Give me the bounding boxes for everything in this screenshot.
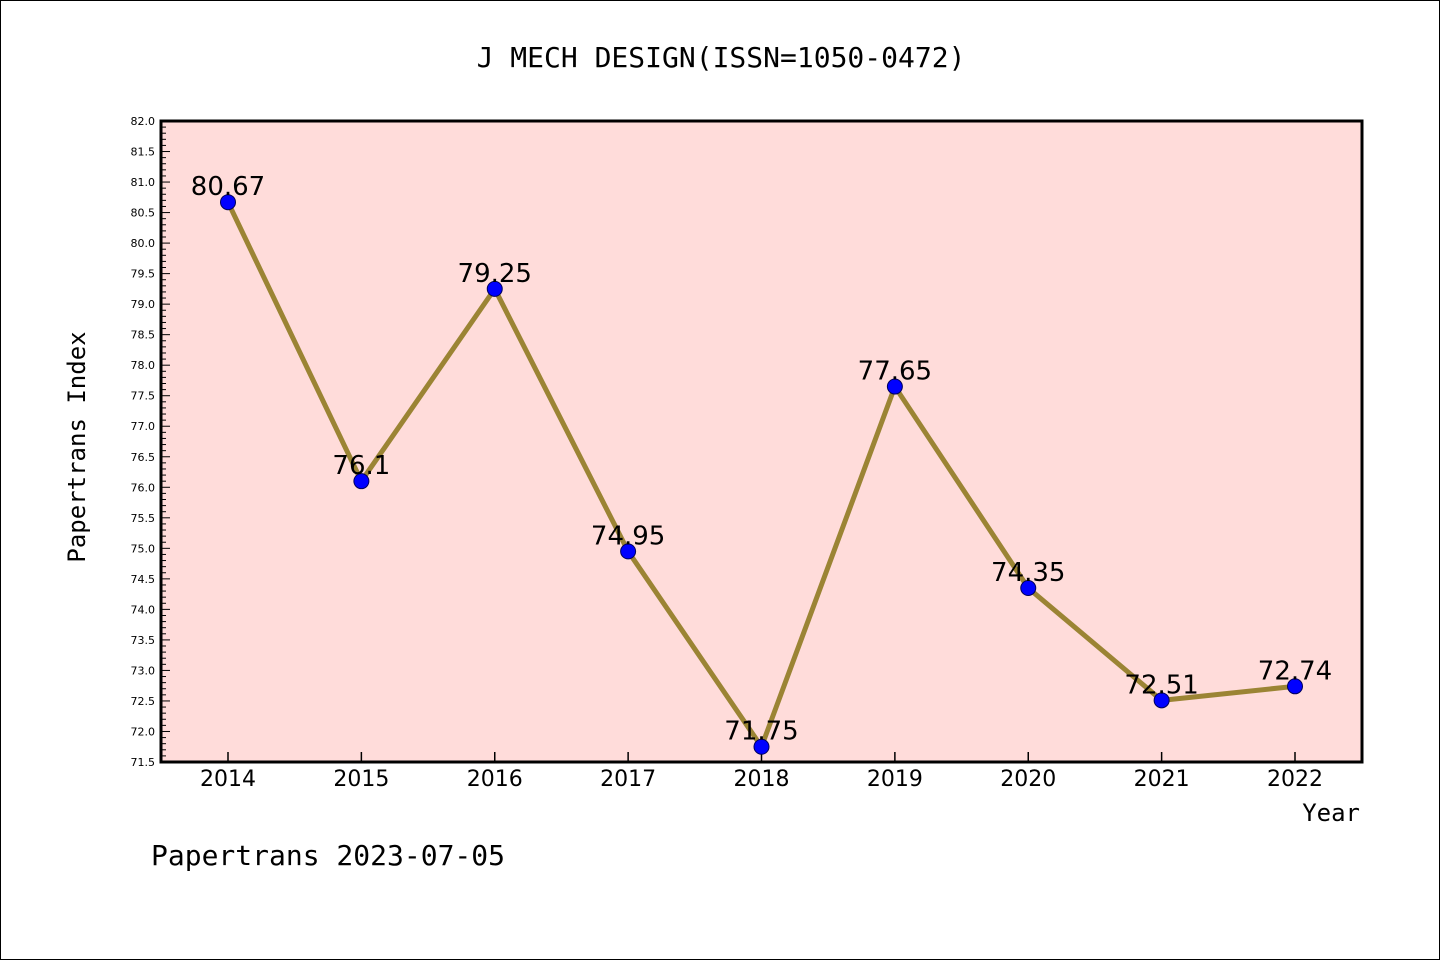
- x-tick-label: 2014: [200, 767, 256, 792]
- y-tick-label: 79.0: [131, 298, 156, 311]
- y-tick-label: 76.0: [131, 481, 156, 494]
- y-tick-label: 75.0: [131, 542, 156, 555]
- y-tick-label: 73.5: [131, 634, 156, 647]
- footer-date-stamp: Papertrans 2023-07-05: [151, 839, 505, 872]
- x-tick-label: 2021: [1134, 767, 1190, 792]
- data-label-2020: 74.35: [991, 558, 1065, 588]
- x-axis-label: Year: [1302, 799, 1360, 827]
- plot-area: [161, 121, 1362, 762]
- y-tick-label: 81.0: [131, 176, 156, 189]
- data-point-2022: [1287, 678, 1303, 695]
- x-axis: 2014 2015 2016 2017 2018 2019 2020 2021 2022: [200, 752, 1323, 792]
- y-tick-label: 78.0: [131, 359, 156, 372]
- y-tick-label: 76.5: [131, 451, 156, 464]
- data-label-2018: 71.75: [724, 717, 798, 747]
- data-labels: 80.67 76.1 79.25 74.95 71.75 77.65 74.35 72.51 7…: [191, 172, 1332, 747]
- data-point-2019: [886, 378, 903, 395]
- y-tick-label: 71.5: [131, 756, 156, 769]
- data-label-2014: 80.67: [191, 172, 265, 202]
- y-axis-label: Papertrans Index: [63, 331, 91, 562]
- data-points: [220, 194, 1303, 755]
- plot-frame: [159, 119, 1364, 764]
- y-tick-label: 74.0: [131, 603, 156, 616]
- x-tick-label: 2015: [333, 767, 389, 792]
- data-point-2014: [220, 194, 236, 211]
- y-tick-label: 73.0: [131, 664, 156, 677]
- data-label-2016: 79.25: [458, 259, 532, 289]
- y-tick-label: 78.5: [131, 329, 156, 342]
- data-label-2015: 76.1: [332, 451, 390, 481]
- data-label-2017: 74.95: [591, 521, 665, 551]
- data-label-2019: 77.65: [858, 357, 932, 387]
- y-tick-label: 80.5: [131, 207, 156, 220]
- y-tick-label: 77.0: [131, 420, 156, 433]
- data-point-2015: [353, 473, 370, 490]
- chart-title: J MECH DESIGN(ISSN=1050-0472): [477, 41, 966, 74]
- x-tick-label: 2022: [1267, 767, 1323, 792]
- x-tick-label: 2020: [1000, 767, 1056, 792]
- y-tick-label: 72.0: [131, 725, 156, 738]
- data-point-2017: [620, 543, 637, 560]
- y-tick-label: 77.5: [131, 390, 156, 403]
- y-tick-label: 79.5: [131, 268, 156, 281]
- data-point-2016: [486, 280, 503, 297]
- x-tick-label: 2019: [867, 767, 923, 792]
- y-tick-label: 74.5: [131, 573, 156, 586]
- y-tick-label: 72.5: [131, 695, 156, 708]
- data-point-2021: [1153, 692, 1170, 709]
- data-label-2021: 72.51: [1124, 670, 1198, 700]
- data-point-2018: [753, 738, 770, 755]
- data-point-2020: [1020, 580, 1037, 597]
- y-axis: 71.5 72.0 72.5 73.0 73.5 74.0 74.5 75.0 75.5 76.0…: [131, 115, 170, 769]
- y-tick-label: 81.5: [131, 146, 156, 159]
- data-label-2022: 72.74: [1258, 656, 1332, 686]
- x-tick-label: 2018: [734, 767, 790, 792]
- x-tick-label: 2016: [467, 767, 523, 792]
- y-tick-label: 75.5: [131, 512, 156, 525]
- y-tick-label: 80.0: [131, 237, 156, 250]
- y-tick-label: 82.0: [131, 115, 156, 128]
- x-tick-label: 2017: [600, 767, 656, 792]
